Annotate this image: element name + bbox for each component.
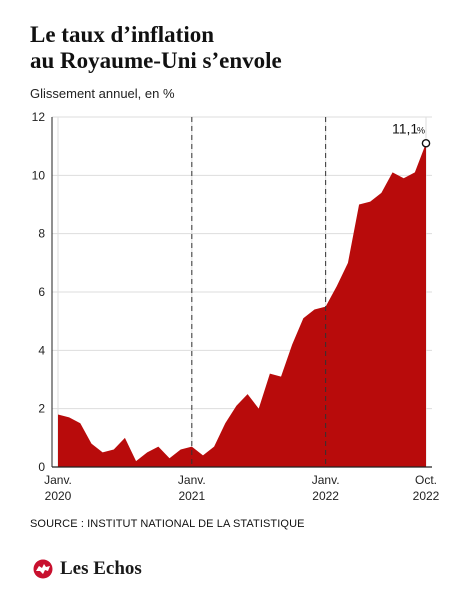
y-tick-label: 12 — [32, 110, 46, 124]
x-tick-label: Janv. — [44, 473, 72, 487]
y-tick-label: 6 — [38, 285, 45, 299]
inflation-area-chart: 0 2 4 6 8 10 12 Janv. 2020 Janv. 2021 Janv. 2022 Oct.… — [32, 110, 440, 503]
logo-text: Les Echos — [60, 558, 142, 579]
y-tick-label: 4 — [38, 343, 45, 357]
y-tick-label: 8 — [38, 227, 45, 241]
area-series — [58, 143, 426, 467]
y-tick-label: 10 — [32, 168, 46, 182]
inflation-area — [58, 143, 426, 467]
last-value-unit: % — [417, 125, 425, 135]
x-tick-label: Janv. — [312, 473, 340, 487]
x-tick-year-label: 2022 — [312, 489, 339, 503]
last-value-label: 11,1 — [392, 120, 418, 136]
y-tick-label: 0 — [38, 460, 45, 474]
last-value-marker — [421, 138, 431, 148]
x-tick-year-label: 2022 — [413, 489, 440, 503]
chart-subtitle: Glissement annuel, en % — [30, 86, 175, 101]
lion-emblem-icon — [33, 559, 53, 579]
les-echos-logo[interactable]: Les Echos — [30, 558, 142, 580]
source-note: SOURCE : INSTITUT NATIONAL DE LA STATIST… — [30, 518, 305, 530]
axes — [51, 117, 432, 468]
labels: 0 2 4 6 8 10 12 Janv. 2020 Janv. 2021 Janv. 2022 Oct.… — [32, 110, 440, 503]
x-tick-label: Oct. — [415, 473, 437, 487]
chart-title: Le taux d’inflation au Royaume-Uni s’env… — [30, 22, 450, 74]
x-tick-year-label: 2021 — [178, 489, 205, 503]
y-tick-label: 2 — [38, 402, 45, 416]
chart-title-line-1: Le taux d’inflation — [30, 22, 215, 47]
chart-title-line-2: au Royaume-Uni s’envole — [30, 48, 282, 73]
reference-lines — [191, 117, 327, 467]
x-tick-label: Janv. — [178, 473, 206, 487]
x-tick-year-label: 2020 — [45, 489, 72, 503]
